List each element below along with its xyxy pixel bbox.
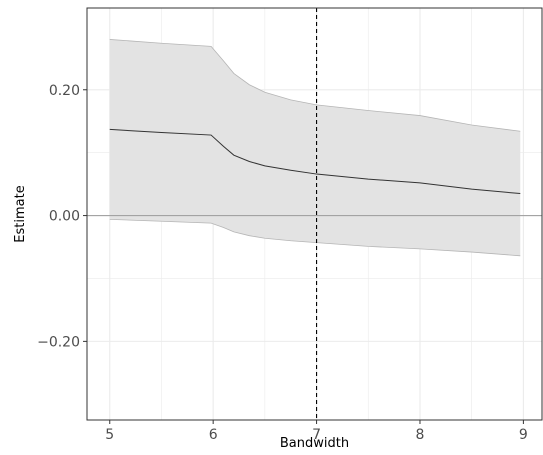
- x-tick-label: 8: [416, 427, 425, 443]
- y-axis-title: Estimate: [13, 185, 28, 242]
- confidence-upper-bound: [109, 39, 521, 132]
- y-tick-label: −0.20: [37, 334, 80, 350]
- panel-border: [86, 7, 543, 421]
- axis-ticks: 5 6 7 8 9 −0.20 0.00 0.20: [37, 83, 528, 443]
- estimate-line-layer: [109, 128, 521, 195]
- x-tick-label: 6: [209, 427, 218, 443]
- x-tick-label: 7: [312, 427, 321, 443]
- x-tick-label: 9: [519, 427, 528, 443]
- x-tick-label: 5: [105, 427, 114, 443]
- confidence-band: [109, 39, 521, 256]
- y-tick-label: 0.20: [49, 83, 80, 99]
- confidence-band-layer: [109, 39, 521, 257]
- y-tick-label: 0.00: [49, 209, 80, 225]
- confidence-lower-bound: [109, 218, 521, 257]
- x-axis-title: Bandwidth: [280, 436, 349, 451]
- estimate-line: [109, 128, 521, 195]
